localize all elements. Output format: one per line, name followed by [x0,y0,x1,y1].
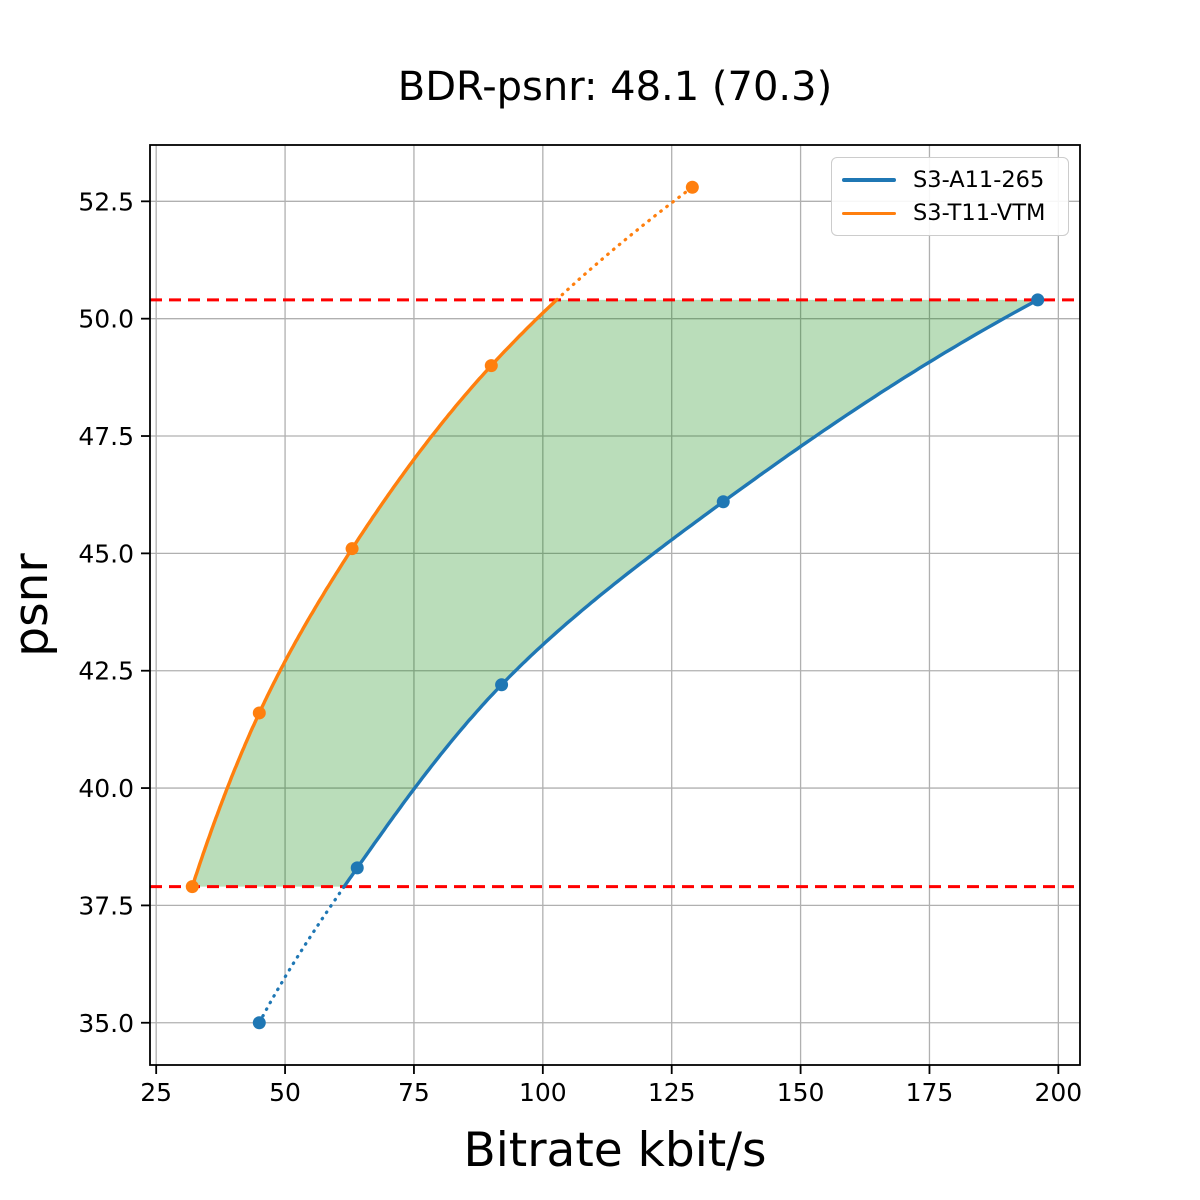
legend-label: S3-T11-VTM [913,200,1046,226]
legend-item-s3-a11-265: S3-A11-265 [842,166,1058,193]
chart-title: BDR-psnr: 48.1 (70.3) [397,64,833,110]
data-point-s3-t11-vtm [484,359,498,373]
x-axis-label: Bitrate kbit/s [463,1123,767,1178]
y-tick-label: 52.5 [78,187,134,216]
data-point-s3-t11-vtm [185,880,199,894]
x-tick-label: 150 [777,1078,825,1107]
plot-border [149,144,1081,1066]
data-point-s3-a11-265 [716,495,730,509]
data-point-s3-a11-265 [252,1016,266,1030]
x-tick-label: 175 [906,1078,954,1107]
legend-line-swatch-orange [842,211,896,215]
legend-label: S3-A11-265 [913,166,1045,193]
x-tick-label: 100 [519,1078,567,1107]
y-tick-label: 42.5 [78,657,134,686]
y-tick-label: 35.0 [78,1009,134,1038]
x-tick-label: 25 [140,1078,172,1107]
y-tick-label: 40.0 [78,774,134,803]
data-point-s3-t11-vtm [252,706,266,720]
legend-line-swatch-blue [842,178,896,182]
legend: S3-A11-265 S3-T11-VTM [831,157,1069,236]
legend-item-s3-t11-vtm: S3-T11-VTM [842,202,1058,225]
y-axis-label: psnr [4,553,59,657]
data-point-s3-a11-265 [1031,293,1045,307]
x-tick-label: 50 [269,1078,301,1107]
series-curve-s3-a11-265-extrapolated [257,885,346,1025]
data-point-s3-a11-265 [495,678,509,692]
y-tick-label: 37.5 [78,891,134,920]
x-tick-label: 75 [398,1078,430,1107]
data-point-s3-a11-265 [350,861,364,875]
y-tick-label: 50.0 [78,305,134,334]
series-curve-s3-t11-vtm-extrapolated [555,185,694,302]
y-tick-label: 47.5 [78,422,134,451]
data-point-s3-t11-vtm [345,542,359,556]
data-point-s3-t11-vtm [685,180,699,194]
series-curve-s3-t11-vtm [190,298,558,888]
bd-overlap-fill [192,299,1038,887]
y-tick-label: 45.0 [78,539,134,568]
x-tick-label: 125 [648,1078,696,1107]
x-tick-label: 200 [1034,1078,1082,1107]
series-curve-s3-a11-265 [342,298,1039,888]
